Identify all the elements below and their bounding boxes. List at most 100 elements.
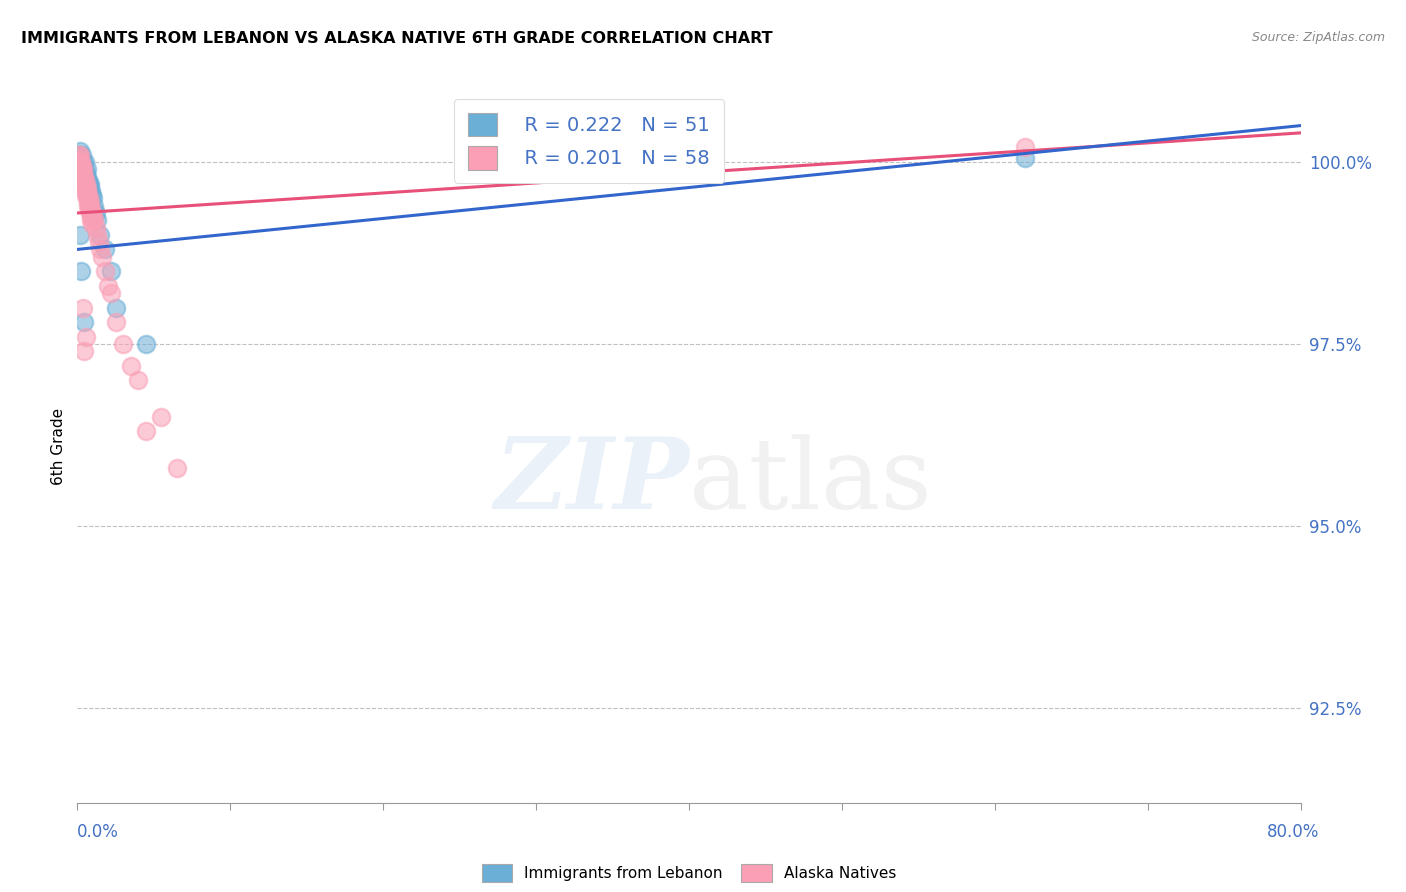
- Point: [83, 213, 105, 227]
- Point: [75, 173, 97, 187]
- Point: [86, 227, 108, 242]
- Point: [76, 162, 98, 177]
- Point: [76, 184, 98, 198]
- Point: [67, 155, 90, 169]
- Point: [86, 213, 108, 227]
- Point: [90, 250, 112, 264]
- Text: Source: ZipAtlas.com: Source: ZipAtlas.com: [1251, 31, 1385, 45]
- Point: [120, 359, 142, 373]
- Point: [100, 264, 122, 278]
- Point: [73, 180, 96, 194]
- Point: [75, 330, 97, 344]
- Point: [79, 199, 101, 213]
- Point: [150, 409, 173, 424]
- Point: [75, 177, 97, 191]
- Point: [70, 166, 93, 180]
- Point: [77, 202, 100, 217]
- Point: [72, 173, 94, 187]
- Point: [69, 159, 91, 173]
- Point: [82, 191, 104, 205]
- Point: [79, 180, 101, 194]
- Point: [94, 264, 117, 278]
- Point: [73, 173, 96, 187]
- Point: [70, 155, 93, 169]
- Point: [127, 374, 149, 388]
- Point: [80, 184, 103, 198]
- Point: [166, 460, 188, 475]
- Point: [70, 169, 93, 184]
- Point: [77, 191, 100, 205]
- Point: [97, 278, 120, 293]
- Point: [79, 195, 101, 210]
- Point: [72, 162, 94, 177]
- Point: [82, 217, 104, 231]
- Text: ZIP: ZIP: [494, 434, 689, 530]
- Point: [135, 425, 157, 439]
- Point: [89, 227, 111, 242]
- Point: [70, 264, 93, 278]
- Point: [73, 155, 96, 169]
- Point: [75, 184, 97, 198]
- Text: 80.0%: 80.0%: [1267, 822, 1319, 840]
- Point: [76, 169, 98, 184]
- Point: [67, 147, 90, 161]
- Point: [67, 147, 90, 161]
- Point: [89, 243, 111, 257]
- Point: [79, 206, 101, 220]
- Point: [135, 337, 157, 351]
- Point: [80, 210, 103, 224]
- Point: [73, 169, 96, 184]
- Point: [77, 187, 100, 202]
- Point: [80, 199, 103, 213]
- Text: IMMIGRANTS FROM LEBANON VS ALASKA NATIVE 6TH GRADE CORRELATION CHART: IMMIGRANTS FROM LEBANON VS ALASKA NATIVE…: [21, 31, 773, 46]
- Point: [76, 195, 98, 210]
- Point: [72, 166, 94, 180]
- Point: [76, 191, 98, 205]
- Point: [82, 210, 104, 224]
- Point: [67, 147, 90, 161]
- Point: [67, 152, 90, 166]
- Point: [73, 315, 96, 329]
- Point: [76, 180, 98, 194]
- Point: [83, 199, 105, 213]
- Point: [72, 159, 94, 173]
- Point: [69, 152, 91, 166]
- Point: [69, 162, 91, 177]
- Point: [69, 155, 91, 169]
- Point: [100, 286, 122, 301]
- Text: 0.0%: 0.0%: [77, 822, 120, 840]
- Point: [67, 152, 90, 166]
- Point: [76, 180, 98, 194]
- Point: [67, 155, 90, 169]
- Legend: Immigrants from Lebanon, Alaska Natives: Immigrants from Lebanon, Alaska Natives: [475, 858, 903, 888]
- Point: [70, 159, 93, 173]
- Point: [104, 301, 127, 315]
- Point: [75, 187, 97, 202]
- Point: [1014, 152, 1036, 166]
- Point: [84, 206, 107, 220]
- Point: [80, 202, 103, 217]
- Point: [87, 235, 110, 249]
- Point: [79, 195, 101, 210]
- Point: [79, 177, 101, 191]
- Point: [72, 162, 94, 177]
- Point: [80, 202, 103, 217]
- Point: [80, 206, 103, 220]
- Point: [80, 187, 103, 202]
- Point: [104, 315, 127, 329]
- Point: [1014, 140, 1036, 154]
- Y-axis label: 6th Grade: 6th Grade: [51, 408, 66, 484]
- Point: [69, 159, 91, 173]
- Point: [69, 155, 91, 169]
- Point: [73, 169, 96, 184]
- Point: [69, 147, 91, 161]
- Point: [70, 155, 93, 169]
- Point: [72, 155, 94, 169]
- Point: [77, 191, 100, 205]
- Point: [82, 206, 104, 220]
- Point: [69, 144, 91, 158]
- Point: [69, 227, 91, 242]
- Point: [84, 220, 107, 235]
- Point: [76, 184, 98, 198]
- Point: [112, 337, 135, 351]
